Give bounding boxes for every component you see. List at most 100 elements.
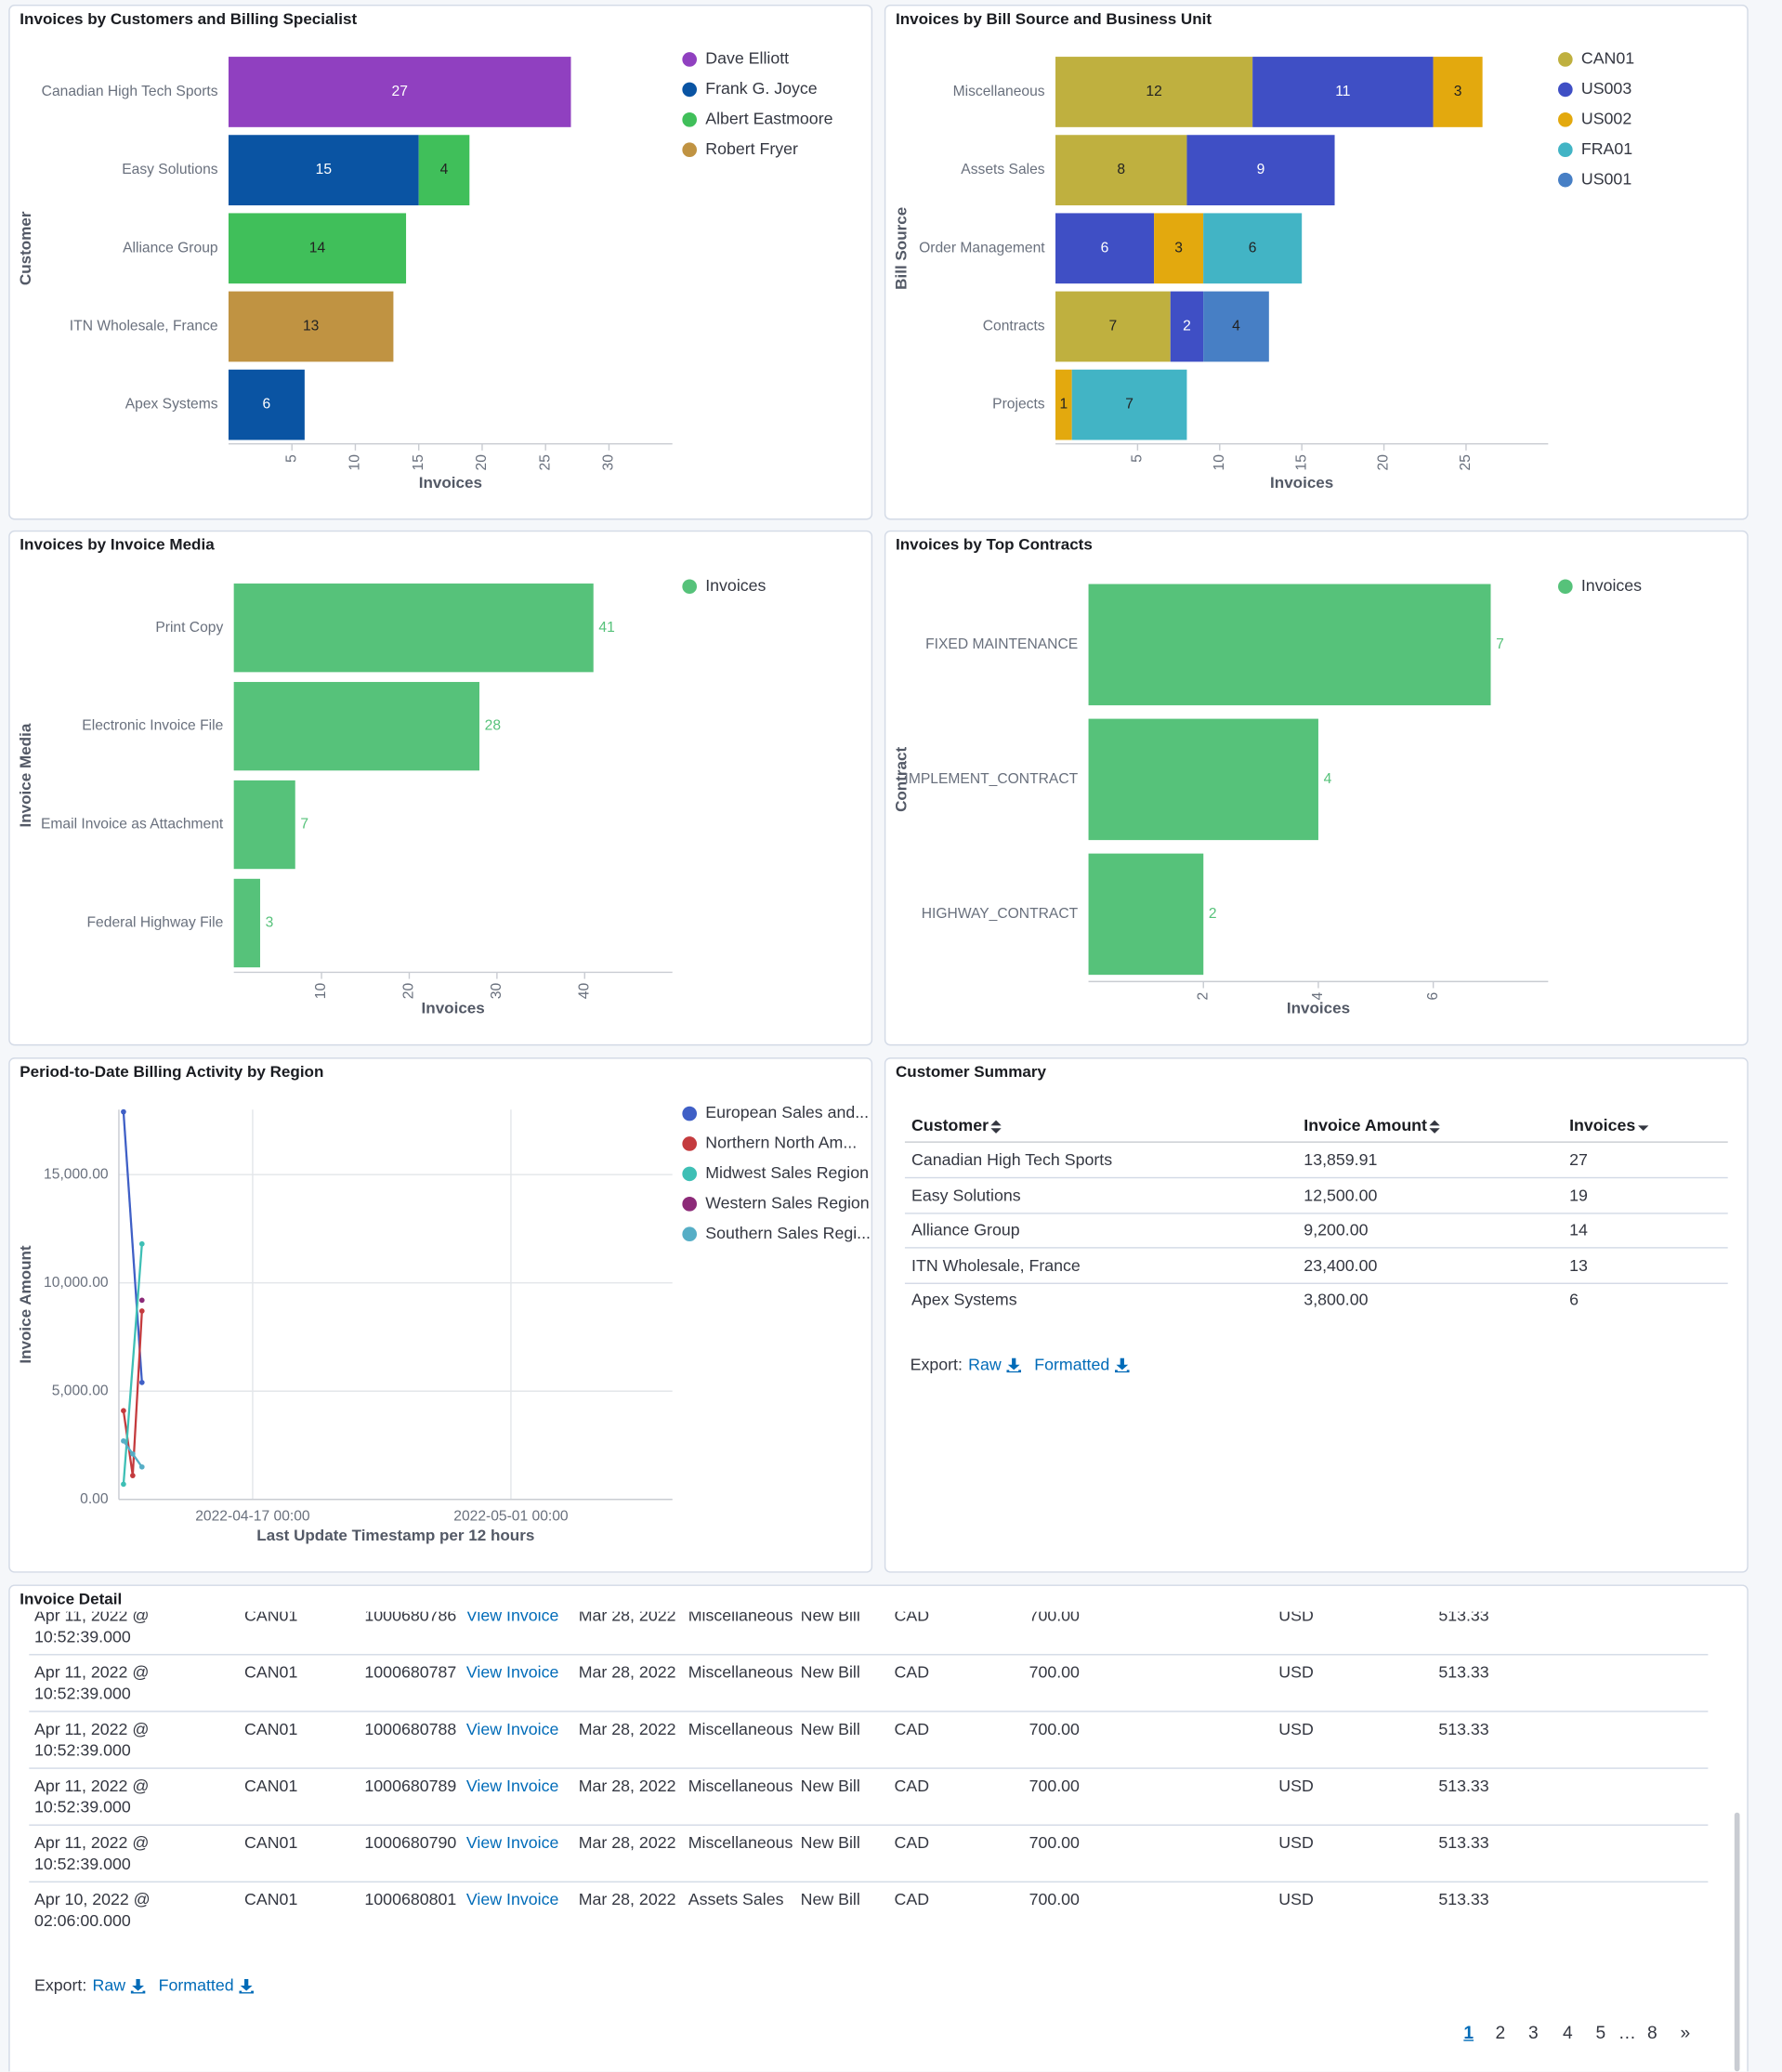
category-label: Projects [992,397,1045,413]
table-cell: 1000680786 [364,1611,457,1625]
data-point [121,1408,126,1414]
y-tick-label: 10,000.00 [44,1275,109,1291]
x-axis-title: Invoices [422,1000,485,1017]
table-cell: 27 [1569,1150,1588,1170]
legend-swatch [682,579,697,595]
table-cell: 23,400.00 [1304,1255,1378,1275]
data-point [121,1481,126,1488]
table-cell: Mar 28, 2022 [578,1833,676,1853]
page-link[interactable]: 1 [1463,2022,1474,2043]
table-cell: CAD [894,1890,930,1909]
x-tick-label: 5 [1130,454,1146,463]
export-raw[interactable]: Raw [968,1354,1022,1375]
table-cell: Apr 11, 2022 @ 10:52:39.000 [33,1611,150,1646]
view-invoice-link[interactable]: View Invoice [465,1833,559,1853]
legend-swatch [1558,111,1573,127]
legend-label: US002 [1581,110,1631,128]
category-label: Print Copy [155,620,223,636]
table-cell: 513.33 [1438,1611,1489,1625]
table-cell: USD [1278,1720,1314,1739]
data-label: 27 [392,84,408,99]
table-cell: CAN01 [244,1663,298,1682]
download-icon [1006,1357,1022,1373]
data-label: 7 [1125,397,1133,413]
page-link[interactable]: … [1618,2022,1636,2043]
scrollbar[interactable] [1734,1812,1740,2072]
x-axis-title: Invoices [1287,1000,1350,1017]
table-cell: USD [1278,1777,1314,1796]
x-tick-label: 25 [537,454,553,471]
page-link[interactable]: 8 [1646,2022,1658,2043]
x-tick-label: 30 [489,983,504,1000]
category-label: Email Invoice as Attachment [41,817,224,833]
bar-segment [1203,213,1303,284]
view-invoice-link[interactable]: View Invoice [465,1611,559,1625]
table-cell: Apr 11, 2022 @ 10:52:39.000 [33,1777,150,1816]
table-cell: Miscellaneous [688,1720,793,1739]
x-tick-label: 2 [1195,992,1211,1001]
legend-swatch [682,142,697,158]
legend-swatch [682,1166,697,1182]
bar-segment [1433,57,1483,127]
view-invoice-link[interactable]: View Invoice [465,1663,559,1682]
detail-scroll[interactable]: Apr 11, 2022 @ 10:52:39.000 CAN01 10006807… [9,1612,1726,1953]
legend-swatch [1558,172,1573,188]
table-cell: New Bill [800,1777,860,1796]
data-point [138,1297,145,1304]
table-cell: 700.00 [1029,1720,1080,1739]
legend-label: Southern Sales Regi... [705,1224,871,1242]
row-rule [904,1282,1728,1284]
bar-segment [233,878,260,968]
table-cell: New Bill [800,1663,860,1682]
table-cell: USD [1278,1611,1314,1625]
data-label: 15 [316,162,333,177]
panel [8,530,873,1046]
table-cell: 3,800.00 [1304,1291,1369,1310]
chart-title: Invoices by Invoice Media [20,536,215,554]
data-label: 13 [303,319,319,334]
view-invoice-link[interactable]: View Invoice [465,1777,559,1796]
column-header[interactable]: Invoices [1569,1115,1649,1136]
view-invoice-link[interactable]: View Invoice [465,1890,559,1909]
x-tick-label: 2022-04-17 00:00 [195,1508,310,1524]
legend-swatch [682,111,697,127]
category-label: Federal Highway File [87,915,224,931]
view-invoice-link[interactable]: View Invoice [465,1720,559,1739]
x-axis-title: Last Update Timestamp per 12 hours [256,1527,534,1544]
legend-label: US003 [1581,79,1631,98]
x-tick-label: 20 [401,983,417,1000]
page-link[interactable]: 4 [1562,2022,1573,2043]
table-cell: CAD [894,1777,930,1796]
data-point [138,1380,145,1385]
data-point [138,1240,145,1247]
page-link[interactable]: 5 [1595,2022,1606,2043]
page-link[interactable]: 2 [1495,2022,1506,2043]
export-formatted[interactable]: Formatted [1034,1354,1130,1375]
data-label: 7 [1109,319,1118,334]
bar-segment [418,135,470,206]
data-label: 2 [1209,906,1217,922]
table-cell: 13,859.91 [1304,1150,1378,1170]
legend-label: Robert Fryer [705,139,798,158]
export-raw[interactable]: Raw [93,1975,146,1997]
table-cell: 513.33 [1438,1720,1489,1739]
sort-icon [1638,1124,1649,1131]
table-cell: Miscellaneous [688,1611,793,1625]
data-point [130,1450,136,1457]
page-link[interactable]: » [1680,2022,1691,2043]
legend-swatch [1558,82,1573,98]
category-label: Apex Systems [125,397,218,413]
bar-segment [228,135,419,206]
y-axis-title: Customer [17,211,34,285]
chart-title: Invoices by Bill Source and Business Uni… [896,10,1212,28]
column-header[interactable]: Invoice Amount [1304,1115,1441,1136]
data-label: 6 [1249,240,1257,256]
table-cell: CAN01 [244,1777,298,1796]
download-icon [130,1979,146,1994]
export-formatted[interactable]: Formatted [159,1975,254,1997]
data-label: 14 [309,240,326,256]
x-tick-label: 10 [313,983,329,1000]
page-link[interactable]: 3 [1528,2022,1539,2043]
column-header[interactable]: Customer [911,1115,1002,1136]
bar-segment [1203,291,1269,362]
